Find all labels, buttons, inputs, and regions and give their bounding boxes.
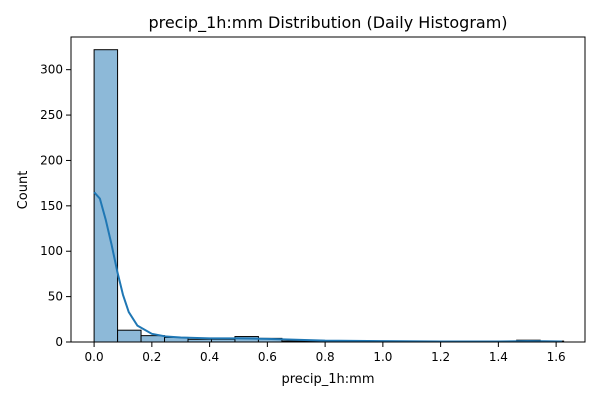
x-tick-label: 0.4: [200, 350, 219, 364]
x-tick-label: 0.6: [258, 350, 277, 364]
histogram-bar: [117, 329, 142, 343]
chart-title: precip_1h:mm Distribution (Daily Histogr…: [148, 13, 507, 33]
y-axis-label: Count: [16, 171, 31, 210]
x-tick-label: 0.8: [316, 350, 335, 364]
histogram-bar: [140, 335, 166, 343]
y-tick-label: 250: [40, 108, 63, 122]
y-tick-label: 0: [55, 335, 63, 349]
x-tick-label: 0.2: [142, 350, 161, 364]
y-tick-label: 100: [40, 244, 63, 258]
plot-frame: [70, 36, 586, 343]
y-tick-label: 200: [40, 153, 63, 167]
x-tick-label: 1.2: [431, 350, 450, 364]
x-tick-label: 1.4: [489, 350, 508, 364]
y-tick-label: 300: [40, 63, 63, 77]
x-axis-label: precip_1h:mm: [281, 372, 374, 387]
x-tick-label: 0.0: [85, 350, 104, 364]
x-tick-label: 1.0: [373, 350, 392, 364]
x-tick-label: 1.6: [547, 350, 566, 364]
axes: 0.0 0.2 0.4 0.6 0.8 1.0 1.2 1.4 1.6 0 50 100 150 200 2…: [40, 63, 566, 364]
y-tick-label: 50: [48, 290, 63, 304]
y-tick-label: 150: [40, 199, 63, 213]
